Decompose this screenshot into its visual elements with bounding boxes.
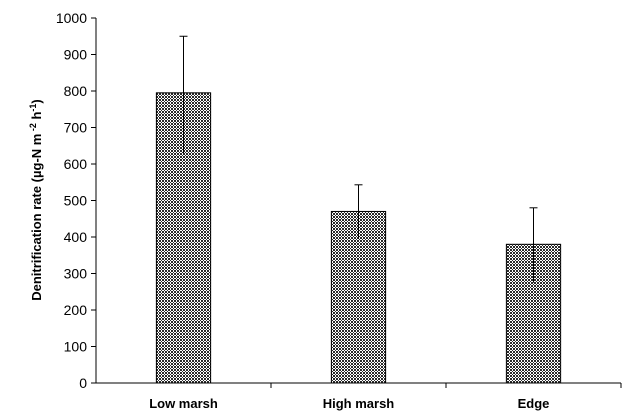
- y-tick-label: 400: [64, 229, 88, 245]
- y-tick-label: 1000: [56, 10, 87, 26]
- y-tick-label: 500: [64, 193, 88, 209]
- y-axis-label-suffix: ): [29, 99, 44, 103]
- bars: [155, 92, 562, 384]
- y-tick-label: 900: [64, 47, 88, 63]
- x-axis-categories: Low marsh High marsh Edge: [149, 383, 622, 411]
- y-tick-label: 200: [64, 302, 88, 318]
- y-axis-label-prefix: Denitrification rate (µg-N m: [29, 134, 44, 301]
- y-axis-ticks: 0 100 200 300 400 500 600 700 800 900 1000: [56, 10, 96, 391]
- y-tick-label: 600: [64, 156, 88, 172]
- y-axis-label-sup1: -2: [28, 123, 38, 134]
- y-axis-label-mid: h: [29, 112, 44, 124]
- y-tick-label: 100: [64, 339, 88, 355]
- bar-high-marsh: [330, 210, 387, 384]
- x-category-label: Low marsh: [149, 396, 218, 411]
- y-tick-label: 300: [64, 266, 88, 282]
- y-tick-label: 700: [64, 120, 88, 136]
- y-tick-label: 800: [64, 83, 88, 99]
- error-bars: [179, 35, 538, 283]
- x-category-label: High marsh: [323, 396, 395, 411]
- y-tick-label: 0: [79, 375, 87, 391]
- y-axis-label: Denitrification rate (µg-N m -2 h-1): [28, 99, 44, 301]
- x-category-label: Edge: [518, 396, 550, 411]
- y-axis-label-sup2: -1: [28, 104, 38, 112]
